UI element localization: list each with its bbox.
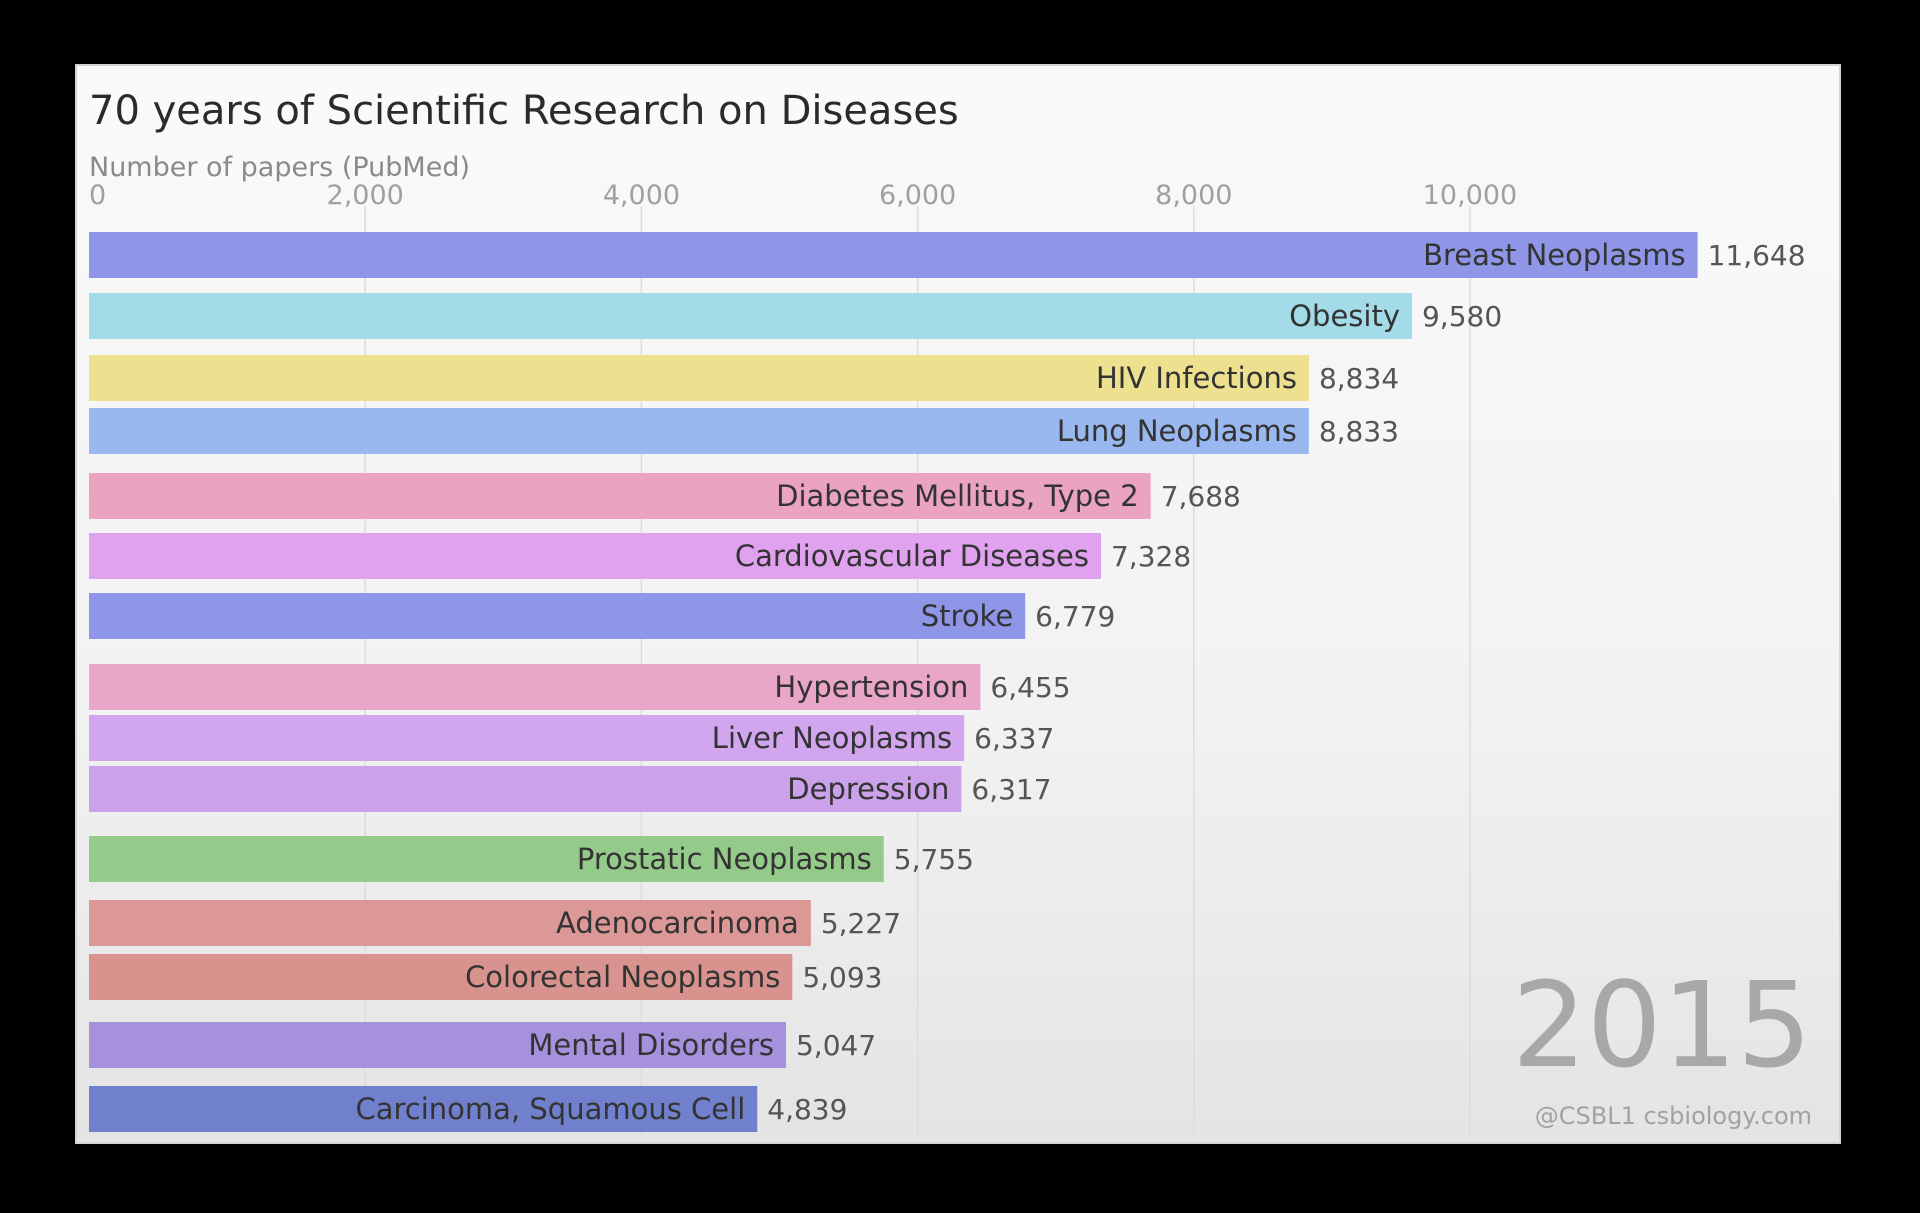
value-label: 8,833 (1319, 415, 1399, 448)
chart-title: 70 years of Scientific Research on Disea… (89, 88, 959, 134)
bar-label: Obesity (1289, 299, 1400, 333)
bar (89, 954, 793, 1000)
x-tick-label: 10,000 (1423, 180, 1517, 211)
bar-group: Cardiovascular Diseases 7,328 (89, 533, 1191, 579)
value-label: 6,337 (974, 722, 1054, 755)
bar-group: Mental Disorders 5,047 (89, 1022, 876, 1068)
bar (89, 900, 811, 946)
bar (89, 664, 981, 710)
bar-group: Diabetes Mellitus, Type 2 7,688 (89, 473, 1241, 519)
bar (89, 232, 1698, 278)
bar-chart: 70 years of Scientific Research on Disea… (89, 88, 1812, 1136)
value-label: 7,688 (1161, 480, 1241, 513)
bar-group: Colorectal Neoplasms 5,093 (89, 954, 883, 1000)
value-label: 11,648 (1708, 239, 1806, 272)
value-label: 5,755 (894, 843, 974, 876)
bar (89, 593, 1026, 639)
bar-group: Lung Neoplasms 8,833 (89, 408, 1399, 454)
x-tick-label: 8,000 (1155, 180, 1232, 211)
bar-label: Diabetes Mellitus, Type 2 (776, 479, 1139, 513)
year-watermark: 2015 (1512, 956, 1812, 1094)
value-label: 8,834 (1319, 362, 1399, 395)
bar (89, 355, 1309, 401)
bar (89, 836, 884, 882)
bar (89, 1022, 786, 1068)
bar-label: Depression (787, 772, 949, 806)
bar (89, 293, 1412, 339)
bar-group: Obesity 9,580 (89, 293, 1502, 339)
x-tick-label: 4,000 (603, 180, 680, 211)
bar-label: Adenocarcinoma (556, 906, 799, 940)
bar-label: Mental Disorders (528, 1028, 774, 1062)
bar (89, 473, 1151, 519)
value-label: 7,328 (1111, 540, 1191, 573)
bar-label: Carcinoma, Squamous Cell (356, 1092, 746, 1126)
bars: Breast Neoplasms 11,648 Obesity 9,580 HIV In… (89, 232, 1806, 1132)
bar (89, 533, 1101, 579)
bar-group: Hypertension 6,455 (89, 664, 1071, 710)
bar-label: Lung Neoplasms (1057, 414, 1297, 448)
bar (89, 766, 962, 812)
bar-group: Carcinoma, Squamous Cell 4,839 (89, 1086, 847, 1132)
chart-subtitle: Number of papers (PubMed) (89, 152, 470, 183)
x-tick-label: 6,000 (879, 180, 956, 211)
bar-group: Depression 6,317 (89, 766, 1052, 812)
value-label: 6,317 (971, 773, 1051, 806)
chart-frame: 70 years of Scientific Research on Disea… (75, 64, 1841, 1144)
bar-label: Breast Neoplasms (1423, 238, 1685, 272)
value-label: 6,455 (990, 671, 1070, 704)
value-label: 6,779 (1035, 600, 1115, 633)
bar-label: HIV Infections (1096, 361, 1297, 395)
bar-group: Breast Neoplasms 11,648 (89, 232, 1806, 278)
x-tick-label: 2,000 (327, 180, 404, 211)
bar (89, 408, 1309, 454)
bar-group: Adenocarcinoma 5,227 (89, 900, 901, 946)
credit-text: @CSBL1 csbiology.com (1535, 1102, 1812, 1130)
value-label: 5,093 (802, 961, 882, 994)
bar-group: HIV Infections 8,834 (89, 355, 1399, 401)
bar-label: Stroke (921, 599, 1013, 633)
bar-label: Prostatic Neoplasms (577, 842, 872, 876)
x-axis-ticks: 0 2,000 4,000 6,000 8,000 10,000 (89, 180, 1517, 211)
value-label: 9,580 (1422, 300, 1502, 333)
bar-label: Colorectal Neoplasms (465, 960, 780, 994)
bar (89, 1086, 758, 1132)
bar-group: Stroke 6,779 (89, 593, 1115, 639)
value-label: 4,839 (767, 1093, 847, 1126)
bar-group: Liver Neoplasms 6,337 (89, 715, 1054, 761)
bar-label: Liver Neoplasms (712, 721, 952, 755)
bar (89, 715, 965, 761)
bar-label: Cardiovascular Diseases (735, 539, 1089, 573)
bar-label: Hypertension (774, 670, 968, 704)
value-label: 5,227 (821, 907, 901, 940)
bar-group: Prostatic Neoplasms 5,755 (89, 836, 974, 882)
value-label: 5,047 (796, 1029, 876, 1062)
x-tick-label: 0 (89, 180, 106, 211)
